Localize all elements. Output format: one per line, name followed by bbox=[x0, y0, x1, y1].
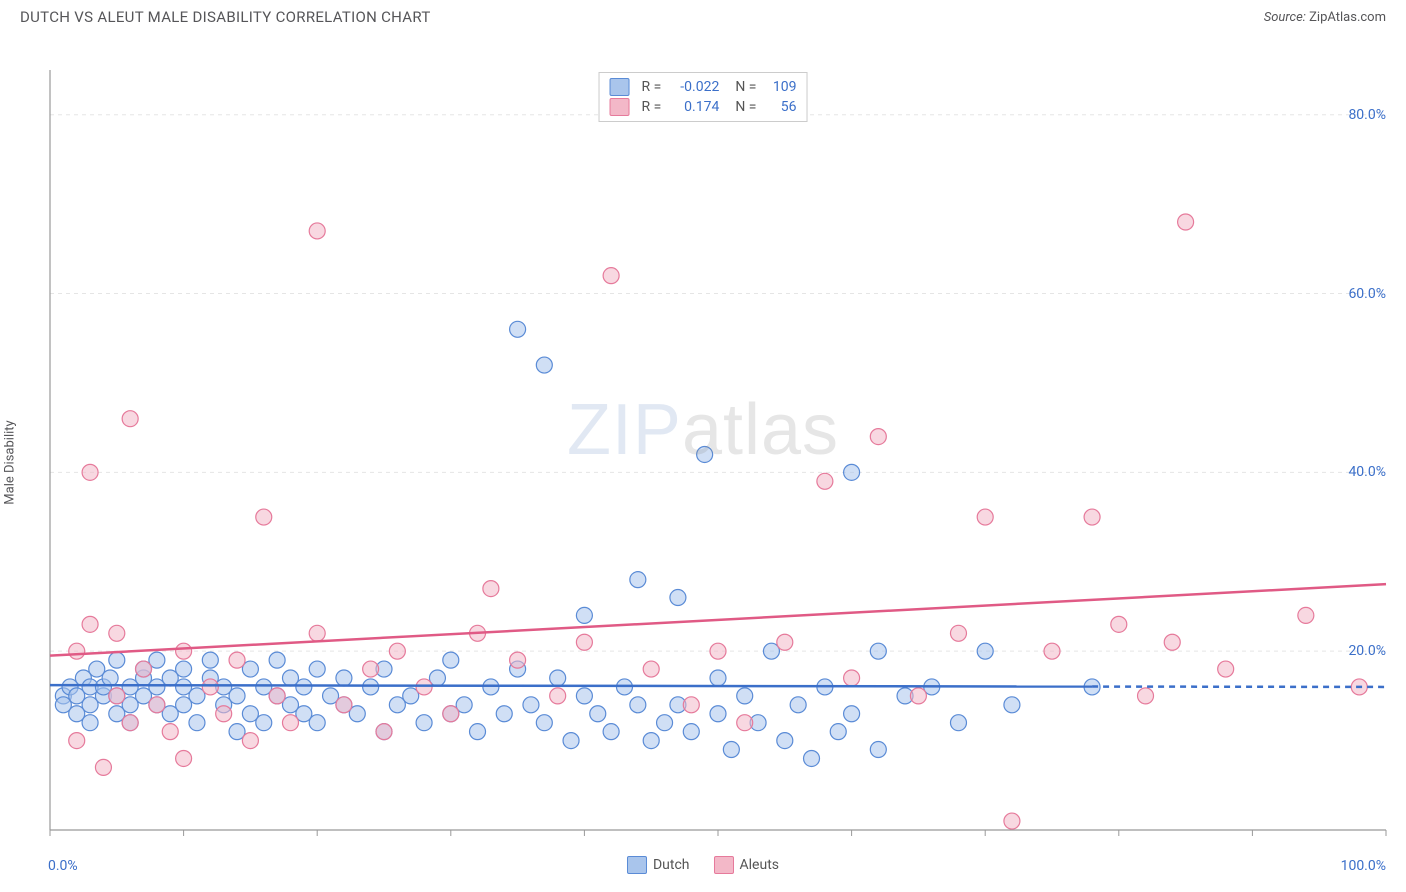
y-tick-label: 40.0% bbox=[1348, 464, 1386, 480]
y-tick-label: 80.0% bbox=[1348, 107, 1386, 123]
stat-r-label: R = bbox=[642, 99, 662, 115]
stat-r-label: R = bbox=[642, 79, 662, 95]
stat-r-value: -0.022 bbox=[669, 79, 719, 95]
legend-swatch bbox=[627, 856, 647, 874]
source-value: ZipAtlas.com bbox=[1309, 10, 1386, 25]
legend-swatch bbox=[714, 856, 734, 874]
y-tick-label: 60.0% bbox=[1348, 286, 1386, 302]
chart-header: DUTCH VS ALEUT MALE DISABILITY CORRELATI… bbox=[0, 0, 1406, 30]
legend-swatch bbox=[610, 78, 630, 96]
scatter-chart-svg bbox=[0, 30, 1406, 880]
stat-n-value: 109 bbox=[764, 79, 796, 95]
stat-n-label: N = bbox=[735, 99, 756, 115]
y-axis-label: Male Disability bbox=[3, 420, 18, 504]
stats-legend-row: R = 0.174 N = 56 bbox=[610, 97, 797, 117]
legend-label: Aleuts bbox=[740, 857, 779, 873]
source-label: Source: bbox=[1264, 10, 1306, 25]
chart-container: Male Disability ZIPatlas R =-0.022N =109… bbox=[0, 30, 1406, 880]
chart-source: Source: ZipAtlas.com bbox=[1264, 10, 1386, 25]
chart-title: DUTCH VS ALEUT MALE DISABILITY CORRELATI… bbox=[20, 8, 431, 26]
stat-n-value: 56 bbox=[764, 99, 796, 115]
stats-legend-box: R = -0.022 N = 109 R = 0.174 N = 56 bbox=[599, 72, 808, 122]
stat-r-value: 0.174 bbox=[669, 99, 719, 115]
bottom-legend-item: Aleuts bbox=[714, 856, 779, 874]
y-tick-label: 20.0% bbox=[1348, 643, 1386, 659]
x-axis-max-label: 100.0% bbox=[1341, 858, 1386, 874]
bottom-legend: Dutch Aleuts bbox=[627, 856, 779, 874]
bottom-legend-item: Dutch bbox=[627, 856, 690, 874]
stat-n-label: N = bbox=[735, 79, 756, 95]
legend-label: Dutch bbox=[653, 857, 690, 873]
stats-legend-row: R = -0.022 N = 109 bbox=[610, 77, 797, 97]
x-axis-min-label: 0.0% bbox=[48, 858, 78, 874]
legend-swatch bbox=[610, 98, 630, 116]
